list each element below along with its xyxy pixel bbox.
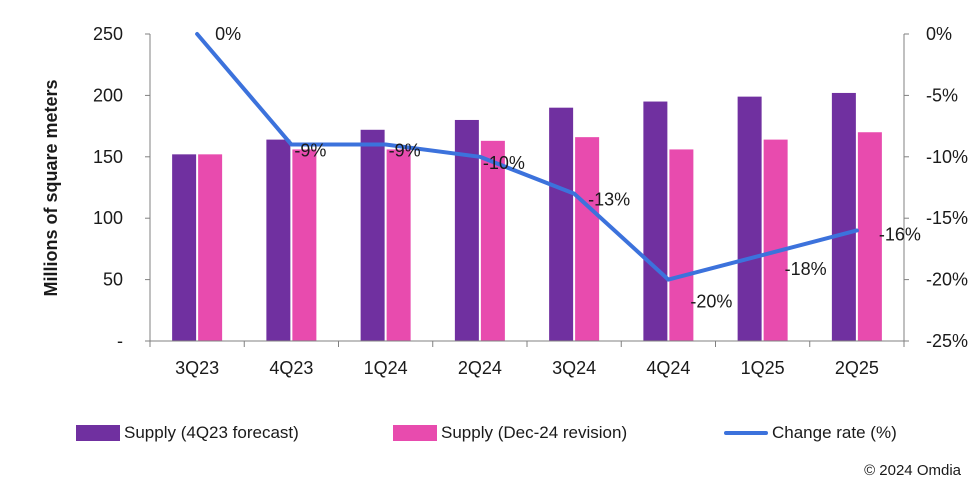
left-axis: - 50 100 150 200 250 bbox=[93, 24, 151, 351]
change-rate-label: 0% bbox=[215, 24, 241, 44]
right-axis-tick-label: -15% bbox=[926, 208, 968, 228]
bar-forecast-4q24 bbox=[643, 101, 668, 341]
bar-forecast-3q23 bbox=[172, 154, 197, 341]
legend: Supply (4Q23 forecast) Supply (Dec-24 re… bbox=[0, 420, 975, 446]
bar-forecast-4q23 bbox=[266, 139, 291, 341]
x-axis-label: 2Q25 bbox=[835, 358, 879, 378]
right-axis-tick-label: 0% bbox=[926, 24, 952, 44]
x-axis-label: 3Q24 bbox=[552, 358, 596, 378]
left-axis-tick-label: 100 bbox=[93, 208, 123, 228]
bar-forecast-3q24 bbox=[549, 107, 574, 342]
bar-forecast-1q24 bbox=[360, 129, 385, 341]
left-axis-tick-label: 50 bbox=[103, 270, 123, 290]
legend-item-forecast: Supply (4Q23 forecast) bbox=[76, 420, 299, 446]
x-axis-label: 1Q25 bbox=[741, 358, 785, 378]
change-rate-label: -10% bbox=[483, 153, 525, 173]
legend-label-forecast: Supply (4Q23 forecast) bbox=[124, 423, 299, 442]
right-axis-tick-label: -10% bbox=[926, 147, 968, 167]
x-axis: 3Q23 4Q23 1Q24 2Q24 3Q24 4Q24 1Q25 2Q25 bbox=[149, 340, 905, 378]
y-axis-title: Millions of square meters bbox=[41, 79, 61, 296]
bar-revision-4q24 bbox=[669, 149, 694, 341]
bar-forecast-1q25 bbox=[737, 96, 762, 342]
bar-revision-1q25 bbox=[763, 139, 788, 341]
left-axis-tick-label: 200 bbox=[93, 85, 123, 105]
legend-swatch-revision bbox=[393, 425, 437, 441]
bar-revision-3q23 bbox=[198, 154, 223, 341]
change-rate-label: -9% bbox=[389, 141, 421, 161]
bar-revision-2q25 bbox=[857, 132, 882, 341]
change-rate-polyline bbox=[195, 32, 859, 282]
copyright-notice: © 2024 Omdia bbox=[864, 462, 961, 479]
x-axis-label: 4Q23 bbox=[269, 358, 313, 378]
legend-line-change-rate bbox=[724, 431, 768, 435]
change-rate-line bbox=[195, 32, 859, 282]
legend-swatch-forecast bbox=[76, 425, 120, 441]
x-axis-label: 4Q24 bbox=[646, 358, 690, 378]
x-axis-label: 3Q23 bbox=[175, 358, 219, 378]
bar-revision-1q24 bbox=[386, 149, 411, 341]
legend-label-change-rate: Change rate (%) bbox=[772, 423, 897, 442]
bar-revision-4q23 bbox=[292, 149, 317, 341]
x-axis-label: 2Q24 bbox=[458, 358, 502, 378]
right-axis-tick-label: -25% bbox=[926, 331, 968, 351]
legend-item-change-rate: Change rate (%) bbox=[724, 420, 897, 446]
right-axis: -25% -20% -15% -10% -5% 0% bbox=[903, 24, 968, 351]
legend-label-revision: Supply (Dec-24 revision) bbox=[441, 423, 628, 442]
right-axis-tick-label: -5% bbox=[926, 85, 958, 105]
right-axis-tick-label: -20% bbox=[926, 270, 968, 290]
legend-item-revision: Supply (Dec-24 revision) bbox=[393, 420, 627, 446]
change-rate-label: -20% bbox=[690, 292, 732, 312]
change-rate-label: -9% bbox=[294, 141, 326, 161]
bar-revision-3q24 bbox=[575, 137, 600, 341]
change-rate-label: -18% bbox=[785, 259, 827, 279]
change-rate-label: -13% bbox=[588, 190, 630, 210]
left-axis-tick-label: 250 bbox=[93, 24, 123, 44]
bar-revision-2q24 bbox=[480, 140, 505, 341]
change-rate-labels: 0% -9% -9% -10% -13% -20% -18% -16% bbox=[215, 24, 921, 312]
left-axis-tick-label: - bbox=[117, 331, 123, 351]
bars bbox=[172, 92, 882, 342]
left-axis-tick-label: 150 bbox=[93, 147, 123, 167]
bar-forecast-2q25 bbox=[831, 92, 856, 341]
change-rate-label: -16% bbox=[879, 224, 921, 244]
y-axis-title-group: Millions of square meters bbox=[41, 79, 61, 296]
x-axis-label: 1Q24 bbox=[364, 358, 408, 378]
